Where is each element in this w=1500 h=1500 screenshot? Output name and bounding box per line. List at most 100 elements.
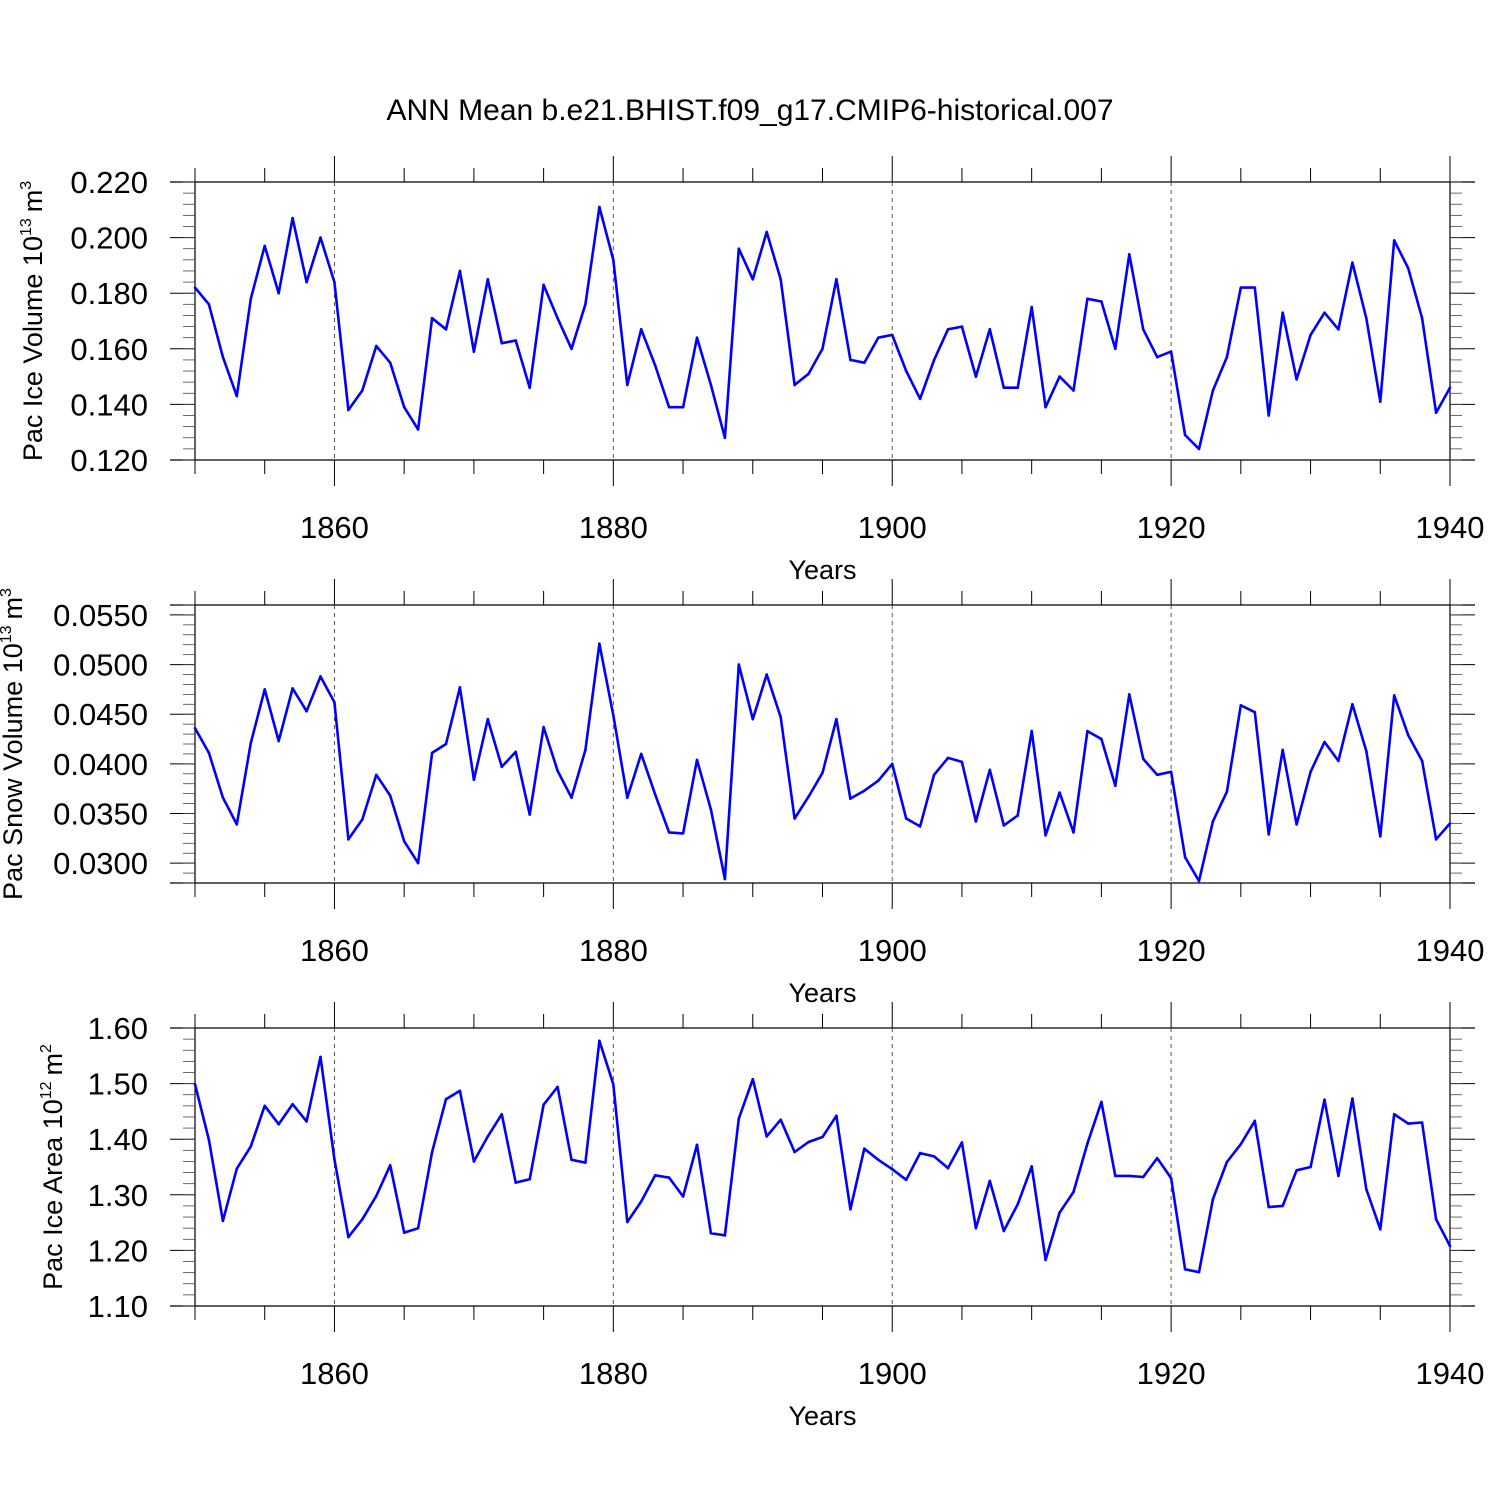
data-point: [1406, 733, 1410, 737]
data-point: [1253, 710, 1257, 714]
x-tick-label: 1880: [579, 1356, 648, 1391]
data-point: [305, 1120, 308, 1123]
data-point: [514, 750, 518, 754]
data-point: [1044, 1258, 1047, 1262]
y-tick-label: 1.30: [88, 1178, 148, 1213]
data-point: [542, 1103, 545, 1107]
data-point: [974, 375, 978, 378]
data-point: [946, 328, 950, 331]
data-point: [1155, 1156, 1159, 1160]
data-point: [1420, 759, 1424, 763]
data-point: [584, 303, 587, 306]
data-point: [1197, 447, 1201, 451]
data-point: [1044, 834, 1047, 837]
data-point: [458, 686, 462, 689]
data-point: [598, 205, 601, 209]
data-point: [1351, 1097, 1354, 1100]
data-point: [737, 663, 741, 666]
data-point: [765, 1135, 769, 1138]
x-axis-label: Years: [788, 555, 856, 585]
data-point: [291, 1102, 294, 1106]
data-point: [1378, 400, 1382, 403]
data-point: [653, 793, 657, 796]
data-point: [263, 688, 267, 691]
data-point: [751, 717, 755, 721]
data-point: [1239, 703, 1243, 707]
data-point: [528, 813, 531, 816]
data-point: [1225, 1160, 1229, 1164]
data-point: [193, 286, 197, 289]
data-point: [779, 278, 782, 281]
data-point: [570, 1158, 573, 1162]
data-point: [291, 687, 294, 690]
data-point: [681, 405, 685, 409]
data-point: [1351, 261, 1354, 264]
data-point: [612, 258, 615, 262]
data-point: [1211, 820, 1215, 823]
data-point: [625, 796, 629, 799]
y-axis-label-text: Pac Ice Area 10: [38, 1099, 68, 1290]
data-point: [681, 1195, 685, 1198]
data-point: [249, 741, 253, 745]
data-point: [263, 244, 267, 248]
data-point: [639, 328, 643, 331]
data-point: [333, 280, 336, 284]
data-point: [207, 303, 211, 306]
data-point: [1434, 1217, 1438, 1221]
data-point: [890, 762, 894, 766]
data-point: [918, 1151, 922, 1155]
data-point: [835, 278, 838, 281]
data-point: [974, 820, 978, 823]
data-point: [849, 797, 852, 800]
x-tick-label: 1860: [300, 510, 369, 545]
data-point: [890, 333, 894, 337]
data-point: [1100, 737, 1103, 741]
data-point: [193, 1082, 197, 1086]
data-point: [1323, 740, 1326, 744]
data-point: [1072, 1190, 1075, 1194]
data-point: [751, 1077, 755, 1081]
data-point: [556, 1085, 559, 1089]
data-point: [709, 1231, 713, 1235]
y-tick-label: 0.160: [70, 332, 148, 367]
data-point: [639, 1200, 643, 1203]
data-point: [319, 236, 322, 239]
data-point: [1072, 389, 1075, 392]
data-point: [1114, 1174, 1117, 1178]
data-point: [1030, 1165, 1033, 1168]
data-point: [333, 1157, 336, 1161]
data-point: [347, 408, 350, 412]
data-point: [402, 405, 406, 409]
data-point: [1309, 1165, 1312, 1169]
data-point: [960, 325, 964, 328]
data-point: [542, 283, 545, 287]
data-point: [235, 394, 239, 398]
data-point: [416, 861, 420, 865]
data-point: [695, 336, 699, 339]
data-point: [1253, 286, 1257, 289]
data-point: [570, 796, 573, 799]
data-point: [918, 397, 922, 401]
data-point: [1434, 838, 1438, 841]
data-point: [723, 436, 727, 440]
data-point: [277, 739, 280, 743]
data-point: [932, 773, 936, 777]
data-point: [305, 709, 308, 713]
data-point: [1295, 1169, 1298, 1172]
data-point: [1267, 1205, 1271, 1209]
data-point: [584, 1161, 587, 1164]
data-point: [765, 673, 769, 676]
data-point: [1253, 1119, 1257, 1123]
data-point: [1044, 405, 1047, 409]
data-point: [779, 715, 782, 719]
data-point: [625, 1220, 629, 1224]
data-point: [988, 768, 992, 772]
data-point: [430, 1150, 434, 1154]
data-point: [221, 355, 225, 359]
chart-panel-1: 0.120 0.140 0.160 0.180 0.200 0.220 1860 1880 19…: [18, 156, 1484, 585]
data-point: [388, 361, 392, 365]
data-point: [863, 361, 866, 365]
data-point: [221, 796, 225, 799]
data-point: [388, 1164, 392, 1167]
data-point: [361, 1217, 364, 1221]
